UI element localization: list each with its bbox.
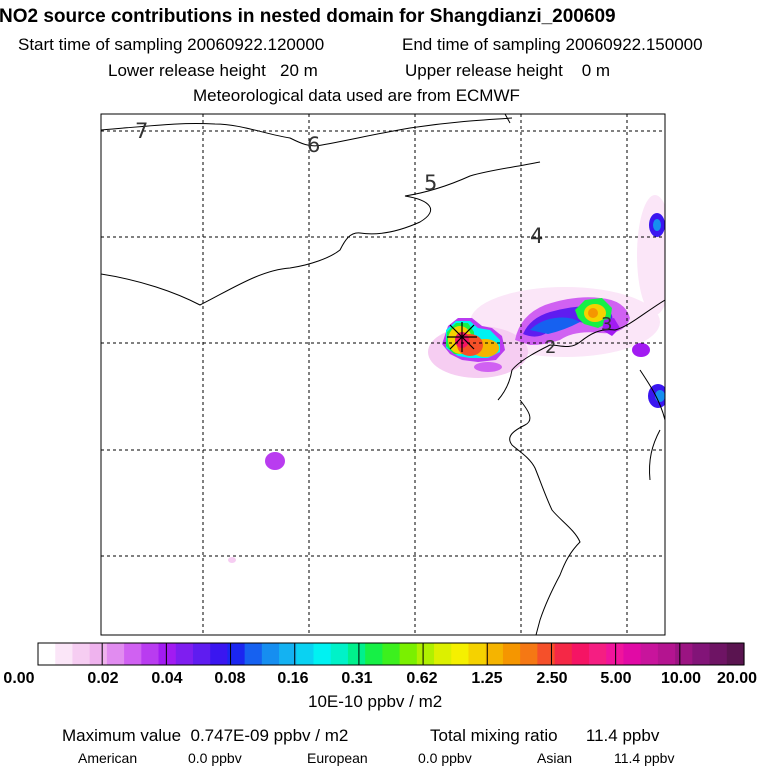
colorbar-swatch <box>692 643 711 665</box>
colorbar-swatch <box>210 643 229 665</box>
colorbar-swatch <box>589 643 607 665</box>
colorbar-swatch <box>365 643 383 665</box>
map-content: 7 6 5 4 3 2 <box>101 114 665 635</box>
contour-label: 2 <box>545 337 556 358</box>
colorbar-tick-label: 1.25 <box>471 670 503 687</box>
colorbar-swatch <box>124 643 142 665</box>
blob-east-mid <box>632 343 650 357</box>
colorbar-swatch <box>279 643 297 665</box>
start-time-text: Start time of sampling 20060922.120000 <box>18 35 325 54</box>
coastline-lines <box>101 114 665 635</box>
asian-value: 11.4 ppbv <box>614 750 675 766</box>
coastline-north <box>101 161 541 306</box>
colorbar-swatch <box>623 643 642 665</box>
contour-label: 7 <box>135 119 148 143</box>
colorbar-swatch <box>89 643 108 665</box>
asian-label: Asian <box>537 750 573 766</box>
plume-core <box>530 317 580 334</box>
blob-east-upper-core <box>653 219 661 231</box>
colorbar-swatch <box>571 643 590 665</box>
colorbar-swatch <box>158 643 177 665</box>
colorbar-swatch <box>657 643 676 665</box>
upper-release-text: Upper release height 0 m <box>405 61 611 80</box>
colorbar-swatch <box>451 643 470 665</box>
colorbar-tick-label: 0.31 <box>341 670 373 687</box>
colorbar-swatch <box>192 643 211 665</box>
colorbar-swatch <box>434 643 452 665</box>
colorbar-swatch <box>347 643 366 665</box>
hotspot-east-center <box>588 308 598 318</box>
colorbar-tick-label: 0.08 <box>214 670 246 687</box>
colorbar-frame <box>37 642 745 666</box>
colorbar-swatch <box>537 643 556 665</box>
border-north <box>504 114 511 124</box>
colorbar-tick-label: 0.62 <box>406 670 438 687</box>
coastline-east <box>639 369 665 421</box>
european-value: 0.0 ppbv <box>418 750 472 766</box>
end-time-text: End time of sampling 20060922.150000 <box>402 35 703 54</box>
coastline-south <box>509 399 581 635</box>
colorbar-swatch <box>726 643 745 665</box>
colorbar-swatch <box>382 643 401 665</box>
contour-label: 6 <box>307 133 320 157</box>
colorbar-swatch <box>640 643 659 665</box>
colorbar-tick-label: 5.00 <box>600 670 632 687</box>
colorbar-tick-label: 10.00 <box>660 670 702 687</box>
colorbar-swatch <box>141 643 160 665</box>
colorbar-swatch <box>554 643 573 665</box>
blob-southwest <box>265 452 285 470</box>
plume-blob <box>602 318 620 336</box>
colorbar-swatch <box>313 643 332 665</box>
colorbar-tick-label: 2.50 <box>536 670 568 687</box>
plume-halo <box>637 195 665 315</box>
colorbar-swatch <box>485 643 504 665</box>
border-north <box>101 117 513 147</box>
graticule <box>101 114 665 635</box>
colorbar-swatch <box>330 643 349 665</box>
contour-label: 3 <box>601 314 612 335</box>
colorbar-swatch <box>416 643 435 665</box>
colorbar <box>37 642 745 666</box>
blob-faint <box>228 557 236 563</box>
colorbar-swatch <box>175 643 194 665</box>
colorbar-swatch <box>72 643 91 665</box>
colorbar-tick-label: 20.00 <box>716 670 758 687</box>
coastline-east <box>649 429 661 481</box>
contour-labels: 7 6 5 4 3 2 <box>135 119 612 358</box>
european-label: European <box>307 750 368 766</box>
plot-title: NO2 source contributions in nested domai… <box>0 6 616 27</box>
met-data-text: Meteorological data used are from ECMWF <box>193 86 520 105</box>
colorbar-tick-label: 0.02 <box>87 670 119 687</box>
colorbar-swatch <box>244 643 263 665</box>
colorbar-unit: 10E-10 ppbv / m2 <box>308 692 443 711</box>
colorbar-swatch <box>675 643 693 665</box>
receptor-marker <box>447 322 477 352</box>
colorbar-swatch <box>55 643 74 665</box>
colorbar-swatch <box>106 643 125 665</box>
colorbar-swatch <box>227 643 246 665</box>
american-label: American <box>78 750 138 766</box>
total-mixing-ratio-text: Total mixing ratio 11.4 ppbv <box>430 726 660 745</box>
contour-label: 5 <box>424 171 437 195</box>
american-value: 0.0 ppbv <box>188 750 242 766</box>
contour-label: 4 <box>530 224 543 248</box>
maximum-value-text: Maximum value 0.747E-09 ppbv / m2 <box>62 726 349 745</box>
colorbar-swatch <box>399 643 418 665</box>
coastline-bay <box>497 299 665 401</box>
blob-east-lower-core <box>655 390 665 402</box>
lower-release-text: Lower release height 20 m <box>108 61 318 80</box>
colorbar-swatch <box>261 643 280 665</box>
colorbar-swatch <box>709 643 728 665</box>
map-frame <box>100 113 666 636</box>
colorbar-tick-label: 0.04 <box>151 670 183 687</box>
colorbar-swatch <box>502 643 521 665</box>
plume-blob <box>474 362 502 372</box>
colorbar-swatch <box>38 643 56 665</box>
colorbar-swatch <box>520 643 538 665</box>
colorbar-tick-label: 0.00 <box>3 670 35 687</box>
colorbar-tick-label: 0.16 <box>277 670 309 687</box>
colorbar-swatch <box>468 643 487 665</box>
colorbar-swatch <box>296 643 315 665</box>
